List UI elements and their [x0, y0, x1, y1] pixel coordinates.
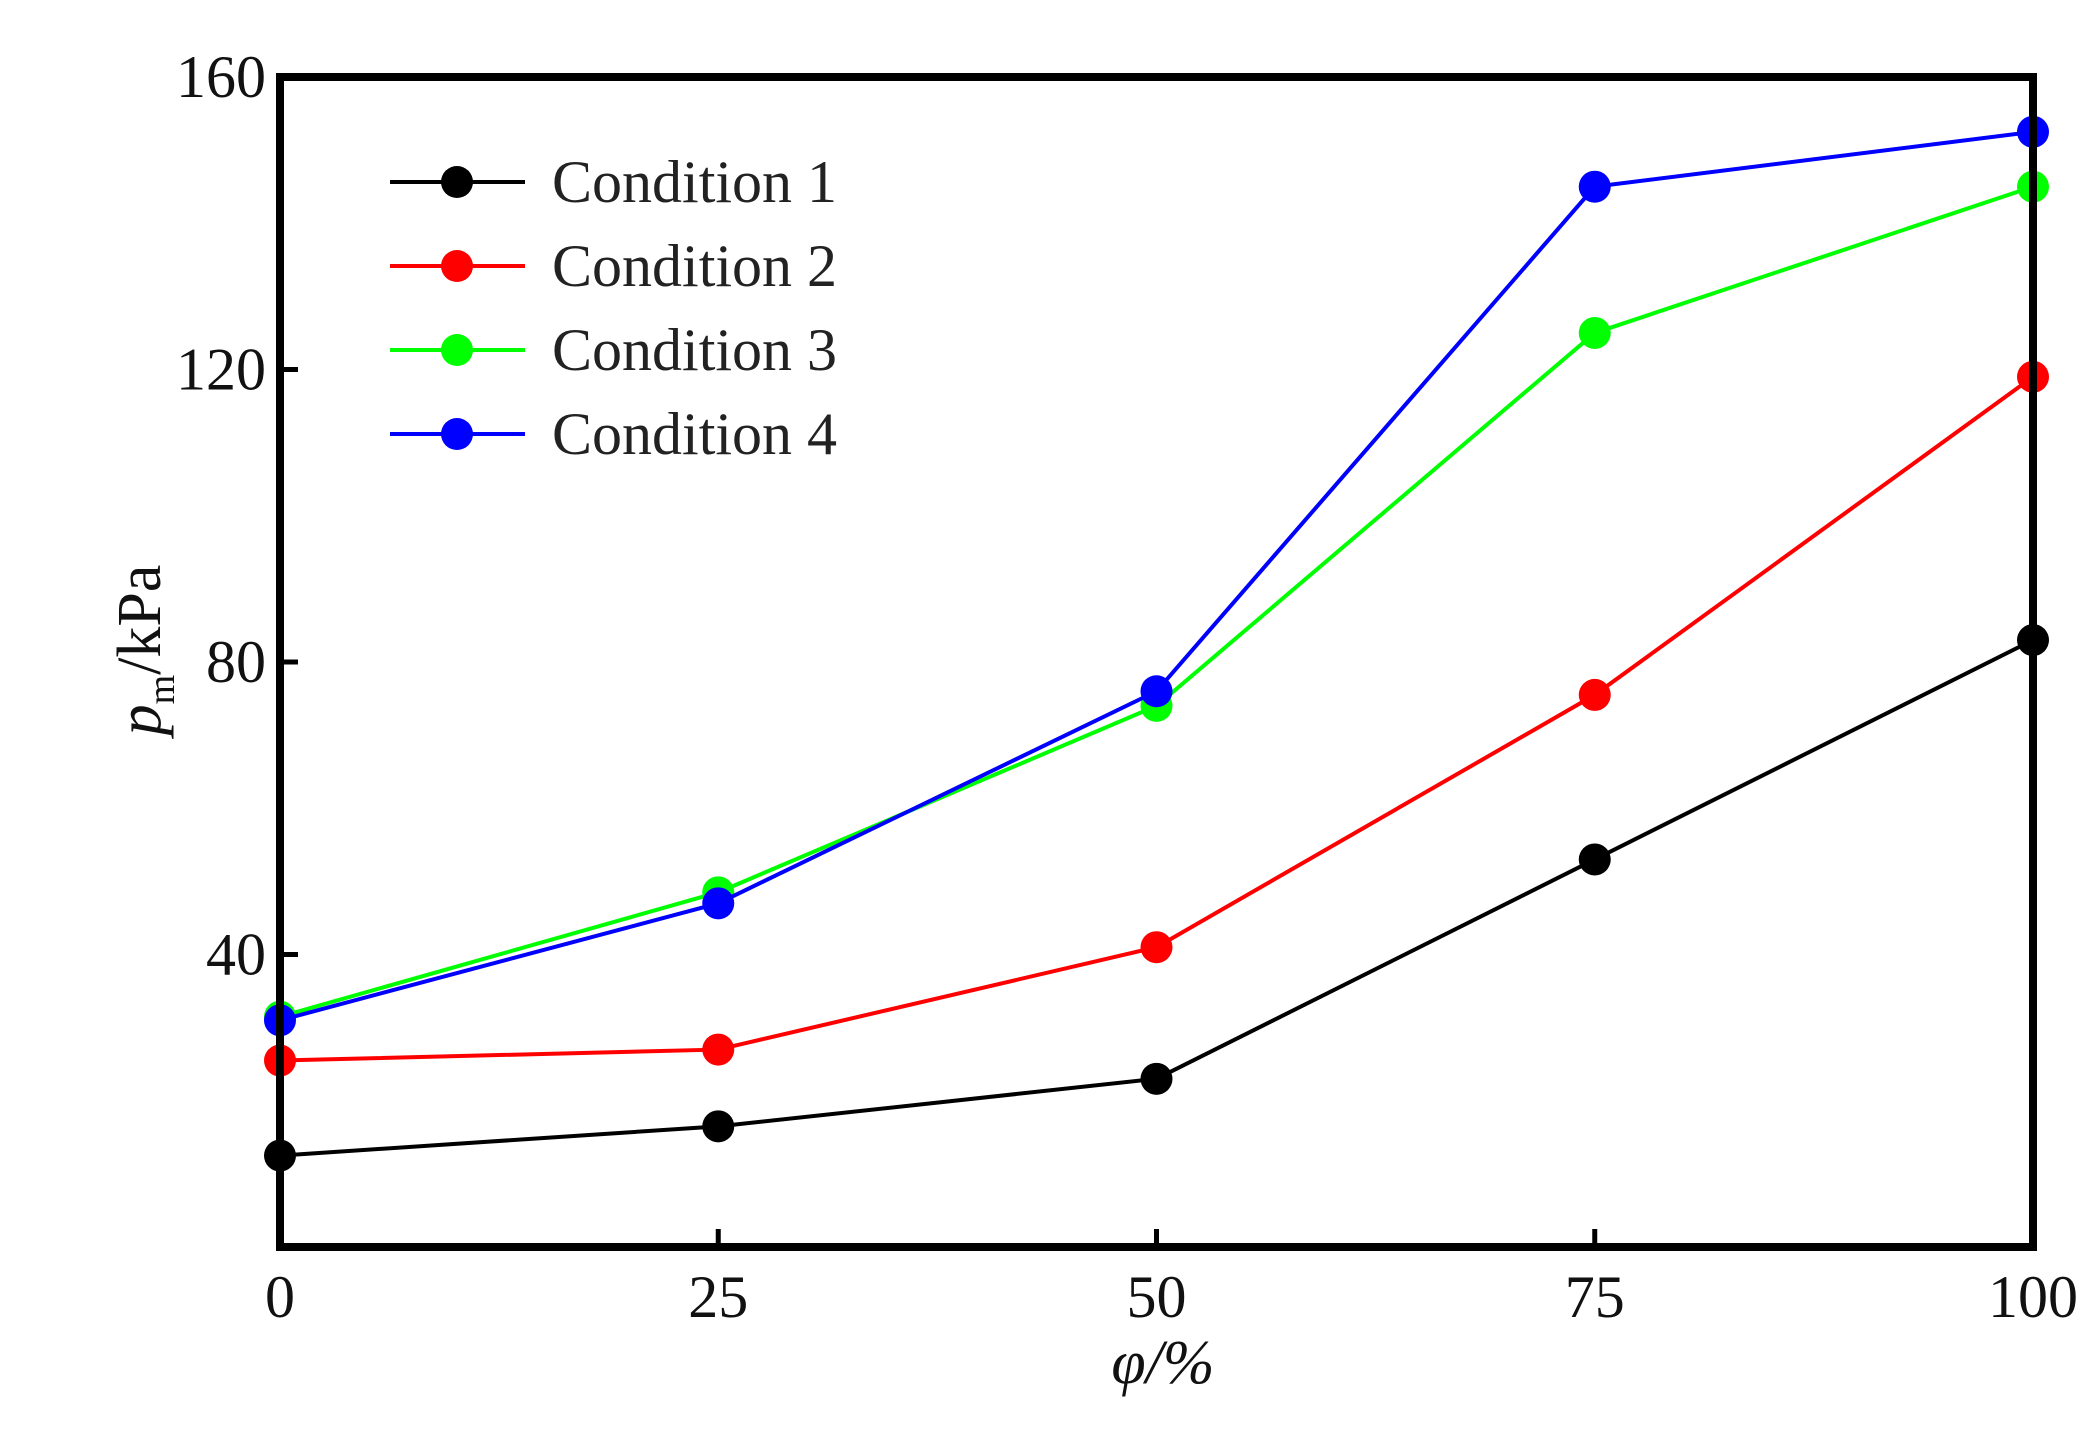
- legend-swatch-marker: [441, 166, 473, 198]
- y-tick-label: 120: [176, 337, 266, 403]
- series-4: [264, 115, 2049, 1037]
- x-tick-label: 75: [1565, 1264, 1625, 1330]
- data-point: [1578, 843, 1611, 876]
- data-point: [1578, 678, 1611, 711]
- x-tick-label: 100: [1988, 1264, 2078, 1330]
- data-point: [1140, 675, 1173, 708]
- y-tick-label: 160: [176, 44, 266, 110]
- legend-swatch-marker: [441, 250, 473, 282]
- data-point: [702, 1033, 735, 1066]
- x-tick-label: 0: [265, 1264, 295, 1330]
- plot-frame: [276, 73, 2037, 1251]
- x-tick-label: 25: [688, 1264, 748, 1330]
- data-point: [1578, 170, 1611, 203]
- y-tick-label: 80: [206, 629, 266, 695]
- figure-background: [45, 0, 2098, 1429]
- legend-item: Condition 2: [390, 233, 837, 299]
- series-1: [264, 624, 2049, 1172]
- legend-label: Condition 4: [552, 401, 837, 467]
- legend-swatch-marker: [441, 334, 473, 366]
- data-point: [1578, 316, 1611, 349]
- legend-swatch-marker: [441, 418, 473, 450]
- data-point: [702, 887, 735, 920]
- y-axis-title: pm/kPa: [106, 565, 183, 740]
- legend: Condition 1 Condition 2 Condition 3 Conditi…: [390, 149, 837, 467]
- data-point: [1140, 931, 1173, 964]
- y-tick-label: 40: [206, 922, 266, 988]
- data-point: [1140, 1062, 1173, 1095]
- x-tick-label: 50: [1127, 1264, 1187, 1330]
- legend-item: Condition 3: [390, 317, 837, 383]
- legend-item: Condition 1: [390, 149, 837, 215]
- legend-item: Condition 4: [390, 401, 837, 467]
- data-point: [702, 1110, 735, 1143]
- y-axis-symbol: p: [106, 704, 174, 739]
- legend-label: Condition 3: [552, 317, 837, 383]
- series-2: [264, 360, 2049, 1077]
- y-axis-unit: /kPa: [106, 565, 174, 675]
- legend-label: Condition 1: [552, 149, 837, 215]
- ticks-layer: 0 25 50 75 100 40 80 120 160: [176, 44, 2078, 1330]
- legend-label: Condition 2: [552, 233, 837, 299]
- x-axis-title: φ/%: [1111, 1329, 1214, 1397]
- y-axis-subscript: m: [141, 675, 183, 705]
- series-layer: [264, 115, 2049, 1172]
